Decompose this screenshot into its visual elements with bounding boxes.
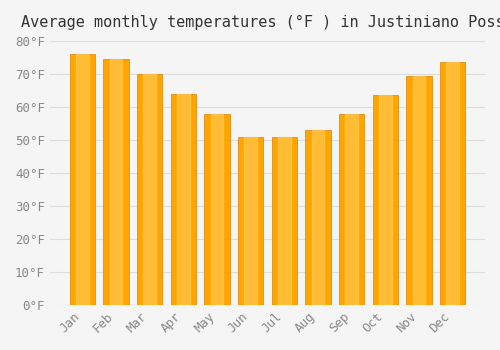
Bar (76, 54, 88, 305)
Bar (110, 59, 122, 305)
Bar (278, 136, 290, 305)
Bar (210, 113, 223, 305)
Bar (244, 136, 257, 305)
Bar (446, 62, 459, 305)
Bar (312, 130, 324, 305)
Bar (238, 136, 263, 305)
Bar (306, 130, 330, 305)
Bar (406, 76, 432, 305)
Bar (272, 136, 297, 305)
Bar (104, 59, 128, 305)
Title: Average monthly temperatures (°F ) in Justiniano Posse: Average monthly temperatures (°F ) in Ju… (21, 15, 500, 30)
Bar (70, 54, 95, 305)
Bar (379, 96, 392, 305)
Bar (346, 113, 358, 305)
Bar (440, 62, 465, 305)
Bar (339, 113, 364, 305)
Bar (170, 94, 196, 305)
Bar (137, 74, 162, 305)
Bar (372, 96, 398, 305)
Bar (412, 76, 425, 305)
Bar (204, 113, 230, 305)
Bar (144, 74, 156, 305)
Bar (177, 94, 190, 305)
